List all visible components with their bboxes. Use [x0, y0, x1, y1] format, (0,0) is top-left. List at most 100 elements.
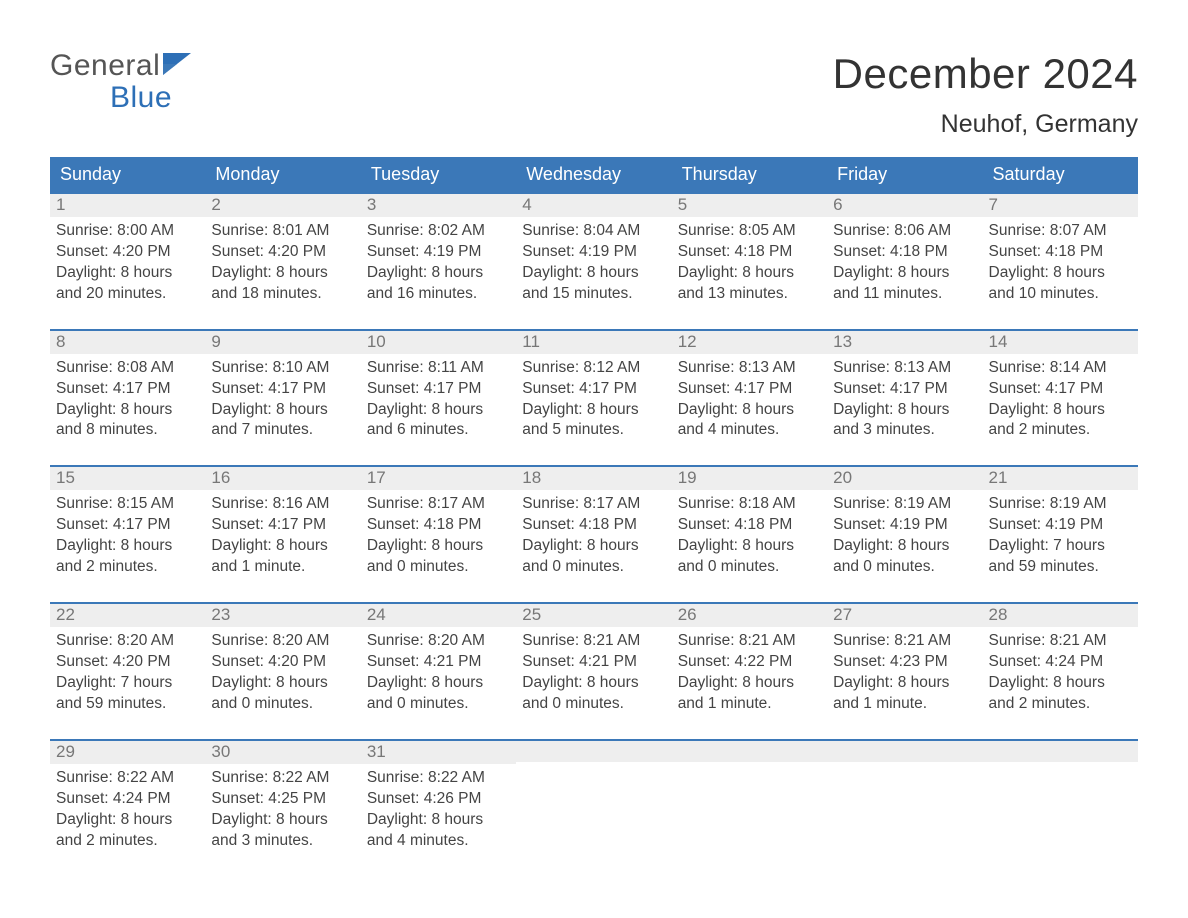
daylight-line-1: Daylight: 8 hours: [367, 673, 510, 694]
day-cell: 21Sunrise: 8:19 AMSunset: 4:19 PMDayligh…: [983, 465, 1138, 590]
sunrise-line: Sunrise: 8:21 AM: [989, 631, 1132, 652]
sunrise-line: Sunrise: 8:13 AM: [678, 358, 821, 379]
daylight-line-2: and 0 minutes.: [522, 557, 665, 578]
brand-top-row: General: [50, 50, 191, 82]
sunrise-line: Sunrise: 8:01 AM: [211, 221, 354, 242]
day-cell: 11Sunrise: 8:12 AMSunset: 4:17 PMDayligh…: [516, 329, 671, 454]
sunset-line: Sunset: 4:19 PM: [989, 515, 1132, 536]
day-cell: 24Sunrise: 8:20 AMSunset: 4:21 PMDayligh…: [361, 602, 516, 727]
daylight-line-2: and 0 minutes.: [367, 694, 510, 715]
daylight-line-2: and 10 minutes.: [989, 284, 1132, 305]
sunset-line: Sunset: 4:18 PM: [678, 515, 821, 536]
day-details: Sunrise: 8:18 AMSunset: 4:18 PMDaylight:…: [672, 490, 827, 590]
sunrise-line: Sunrise: 8:21 AM: [522, 631, 665, 652]
sunset-line: Sunset: 4:20 PM: [56, 242, 199, 263]
week-row: 29Sunrise: 8:22 AMSunset: 4:24 PMDayligh…: [50, 739, 1138, 864]
daylight-line-2: and 2 minutes.: [56, 557, 199, 578]
day-cell: 13Sunrise: 8:13 AMSunset: 4:17 PMDayligh…: [827, 329, 982, 454]
day-details: Sunrise: 8:00 AMSunset: 4:20 PMDaylight:…: [50, 217, 205, 317]
day-cell: 20Sunrise: 8:19 AMSunset: 4:19 PMDayligh…: [827, 465, 982, 590]
day-number: 12: [672, 329, 827, 354]
daylight-line-2: and 59 minutes.: [989, 557, 1132, 578]
calendar: Sunday Monday Tuesday Wednesday Thursday…: [50, 157, 1138, 863]
day-number: 15: [50, 465, 205, 490]
sunset-line: Sunset: 4:21 PM: [367, 652, 510, 673]
week-row: 15Sunrise: 8:15 AMSunset: 4:17 PMDayligh…: [50, 465, 1138, 590]
sunrise-line: Sunrise: 8:22 AM: [56, 768, 199, 789]
day-details: Sunrise: 8:13 AMSunset: 4:17 PMDaylight:…: [827, 354, 982, 454]
daylight-line-1: Daylight: 8 hours: [211, 673, 354, 694]
day-cell: 6Sunrise: 8:06 AMSunset: 4:18 PMDaylight…: [827, 192, 982, 317]
sunrise-line: Sunrise: 8:20 AM: [56, 631, 199, 652]
daylight-line-1: Daylight: 8 hours: [211, 400, 354, 421]
day-number: 14: [983, 329, 1138, 354]
day-number: 11: [516, 329, 671, 354]
day-details: Sunrise: 8:19 AMSunset: 4:19 PMDaylight:…: [983, 490, 1138, 590]
empty-day-cell: [983, 739, 1138, 864]
sunset-line: Sunset: 4:17 PM: [678, 379, 821, 400]
day-details: Sunrise: 8:16 AMSunset: 4:17 PMDaylight:…: [205, 490, 360, 590]
sunset-line: Sunset: 4:20 PM: [211, 242, 354, 263]
sunrise-line: Sunrise: 8:17 AM: [367, 494, 510, 515]
sunrise-line: Sunrise: 8:19 AM: [833, 494, 976, 515]
daylight-line-2: and 18 minutes.: [211, 284, 354, 305]
sunset-line: Sunset: 4:18 PM: [522, 515, 665, 536]
sunset-line: Sunset: 4:24 PM: [989, 652, 1132, 673]
day-number: 5: [672, 192, 827, 217]
day-number: [827, 739, 982, 762]
daylight-line-1: Daylight: 8 hours: [211, 810, 354, 831]
day-number: 17: [361, 465, 516, 490]
day-number: [983, 739, 1138, 762]
day-cell: 7Sunrise: 8:07 AMSunset: 4:18 PMDaylight…: [983, 192, 1138, 317]
sunset-line: Sunset: 4:22 PM: [678, 652, 821, 673]
day-cell: 9Sunrise: 8:10 AMSunset: 4:17 PMDaylight…: [205, 329, 360, 454]
day-cell: 17Sunrise: 8:17 AMSunset: 4:18 PMDayligh…: [361, 465, 516, 590]
daylight-line-1: Daylight: 8 hours: [56, 263, 199, 284]
daylight-line-1: Daylight: 8 hours: [833, 263, 976, 284]
day-number: [672, 739, 827, 762]
day-number: 29: [50, 739, 205, 764]
day-number: 18: [516, 465, 671, 490]
day-details: Sunrise: 8:01 AMSunset: 4:20 PMDaylight:…: [205, 217, 360, 317]
daylight-line-1: Daylight: 8 hours: [522, 536, 665, 557]
day-of-week-header: Sunday Monday Tuesday Wednesday Thursday…: [50, 157, 1138, 192]
sunrise-line: Sunrise: 8:13 AM: [833, 358, 976, 379]
daylight-line-1: Daylight: 8 hours: [56, 810, 199, 831]
day-details: Sunrise: 8:19 AMSunset: 4:19 PMDaylight:…: [827, 490, 982, 590]
day-details: Sunrise: 8:15 AMSunset: 4:17 PMDaylight:…: [50, 490, 205, 590]
day-number: 30: [205, 739, 360, 764]
brand-logo: General Blue: [50, 50, 191, 113]
daylight-line-1: Daylight: 8 hours: [833, 400, 976, 421]
day-cell: 18Sunrise: 8:17 AMSunset: 4:18 PMDayligh…: [516, 465, 671, 590]
sunset-line: Sunset: 4:17 PM: [522, 379, 665, 400]
daylight-line-1: Daylight: 8 hours: [56, 536, 199, 557]
day-details: Sunrise: 8:22 AMSunset: 4:25 PMDaylight:…: [205, 764, 360, 864]
week-row: 22Sunrise: 8:20 AMSunset: 4:20 PMDayligh…: [50, 602, 1138, 727]
empty-day-cell: [672, 739, 827, 864]
daylight-line-2: and 1 minute.: [833, 694, 976, 715]
sunrise-line: Sunrise: 8:04 AM: [522, 221, 665, 242]
sunset-line: Sunset: 4:23 PM: [833, 652, 976, 673]
brand-flag-icon: [163, 50, 191, 82]
sunrise-line: Sunrise: 8:20 AM: [367, 631, 510, 652]
daylight-line-2: and 11 minutes.: [833, 284, 976, 305]
day-details: Sunrise: 8:21 AMSunset: 4:24 PMDaylight:…: [983, 627, 1138, 727]
daylight-line-2: and 59 minutes.: [56, 694, 199, 715]
day-number: 26: [672, 602, 827, 627]
day-number: 4: [516, 192, 671, 217]
daylight-line-1: Daylight: 8 hours: [522, 263, 665, 284]
day-cell: 26Sunrise: 8:21 AMSunset: 4:22 PMDayligh…: [672, 602, 827, 727]
day-details: [983, 762, 1138, 842]
day-number: 22: [50, 602, 205, 627]
daylight-line-2: and 0 minutes.: [211, 694, 354, 715]
day-details: [516, 762, 671, 842]
day-cell: 15Sunrise: 8:15 AMSunset: 4:17 PMDayligh…: [50, 465, 205, 590]
brand-word-blue: Blue: [50, 82, 191, 114]
sunrise-line: Sunrise: 8:22 AM: [367, 768, 510, 789]
day-cell: 27Sunrise: 8:21 AMSunset: 4:23 PMDayligh…: [827, 602, 982, 727]
day-details: Sunrise: 8:14 AMSunset: 4:17 PMDaylight:…: [983, 354, 1138, 454]
day-cell: 30Sunrise: 8:22 AMSunset: 4:25 PMDayligh…: [205, 739, 360, 864]
daylight-line-2: and 0 minutes.: [522, 694, 665, 715]
day-number: 23: [205, 602, 360, 627]
sunset-line: Sunset: 4:19 PM: [522, 242, 665, 263]
